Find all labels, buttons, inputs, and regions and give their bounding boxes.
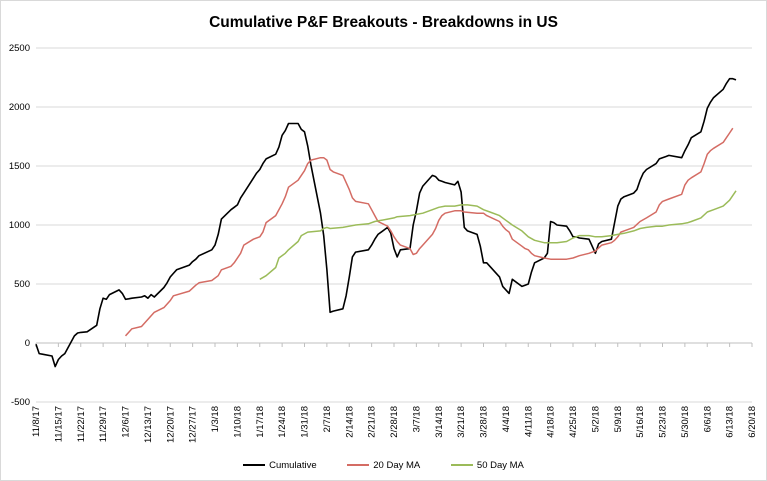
x-tick-label: 4/18/18 xyxy=(546,406,557,438)
x-tick-label: 4/11/18 xyxy=(523,406,534,437)
x-tick-label: 12/6/17 xyxy=(121,406,132,438)
x-tick-label: 11/22/17 xyxy=(76,406,87,442)
y-tick-label: 500 xyxy=(14,279,30,290)
legend-swatch-50-day-ma xyxy=(450,464,473,466)
y-tick-label: 2500 xyxy=(9,43,30,54)
gridlines xyxy=(35,47,753,403)
legend-item-20-day-ma: 20 Day MA xyxy=(347,460,420,471)
legend-label-50-day-ma: 50 Day MA xyxy=(476,459,524,471)
legend-swatch-cumulative xyxy=(243,464,266,466)
y-axis-ticks: -500 0 500 1000 1500 2000 2500 xyxy=(9,43,30,408)
y-tick-label: 2000 xyxy=(9,102,30,113)
x-tick-label: 1/24/18 xyxy=(277,406,288,438)
x-tick-label: 1/31/18 xyxy=(300,406,311,438)
x-tick-label: 1/3/18 xyxy=(210,406,221,432)
x-tick-label: 5/30/18 xyxy=(680,406,691,438)
legend-item-cumulative: Cumulative xyxy=(243,460,317,471)
x-tick-label: 11/29/17 xyxy=(98,406,109,442)
legend-item-50-day-ma: 50 Day MA xyxy=(450,459,524,471)
legend-label-20-day-ma: 20 Day MA xyxy=(373,459,421,471)
series-line-20-day-ma xyxy=(124,127,734,337)
legend-swatch-20-day-ma xyxy=(347,464,370,466)
x-tick-label: 12/13/17 xyxy=(143,406,154,443)
x-tick-label: 4/25/18 xyxy=(568,406,579,438)
x-tick-label: 3/28/18 xyxy=(479,406,490,438)
x-tick-label: 2/14/18 xyxy=(344,406,355,438)
x-tick-label: 2/7/18 xyxy=(322,406,333,432)
x-tick-label: 3/7/18 xyxy=(411,406,422,432)
x-tick-label: 5/16/18 xyxy=(635,406,646,438)
x-tick-label: 5/9/18 xyxy=(613,406,624,432)
series-line-cumulative xyxy=(35,77,737,368)
x-tick-label: 6/6/18 xyxy=(702,406,713,432)
x-tick-label: 4/4/18 xyxy=(501,406,512,432)
x-tick-label: 2/28/18 xyxy=(389,406,400,438)
x-tick-label: 6/13/18 xyxy=(725,406,736,438)
x-tick-label: 11/8/17 xyxy=(31,406,42,437)
series-line-50-day-ma xyxy=(259,190,737,280)
x-tick-label: 12/20/17 xyxy=(165,406,176,443)
legend-label-cumulative: Cumulative xyxy=(269,459,317,471)
x-tick-label: 5/2/18 xyxy=(590,406,601,432)
legend: Cumulative 20 Day MA 50 Day MA xyxy=(0,458,767,471)
x-tick-label: 1/10/18 xyxy=(232,406,243,438)
x-tick-label: 3/14/18 xyxy=(434,406,445,438)
x-tick-label: 12/27/17 xyxy=(188,406,199,443)
x-tick-label: 2/21/18 xyxy=(367,406,378,438)
x-tick-label: 3/21/18 xyxy=(456,406,467,438)
x-tick-label: 6/20/18 xyxy=(747,406,758,438)
chart-title: Cumulative P&F Breakouts - Breakdowns in… xyxy=(209,14,558,31)
y-tick-label: 0 xyxy=(25,338,30,349)
x-tick-label: 11/15/17 xyxy=(53,406,64,442)
series-lines xyxy=(35,77,737,368)
y-tick-label: -500 xyxy=(11,397,30,408)
x-tick-label: 1/17/18 xyxy=(255,406,266,438)
x-axis-ticks: 11/8/17 11/15/17 11/22/17 11/29/17 12/6/17 12… xyxy=(31,406,758,443)
y-tick-label: 1000 xyxy=(9,220,30,231)
x-tick-label: 5/23/18 xyxy=(658,406,669,438)
y-tick-label: 1500 xyxy=(9,161,30,172)
